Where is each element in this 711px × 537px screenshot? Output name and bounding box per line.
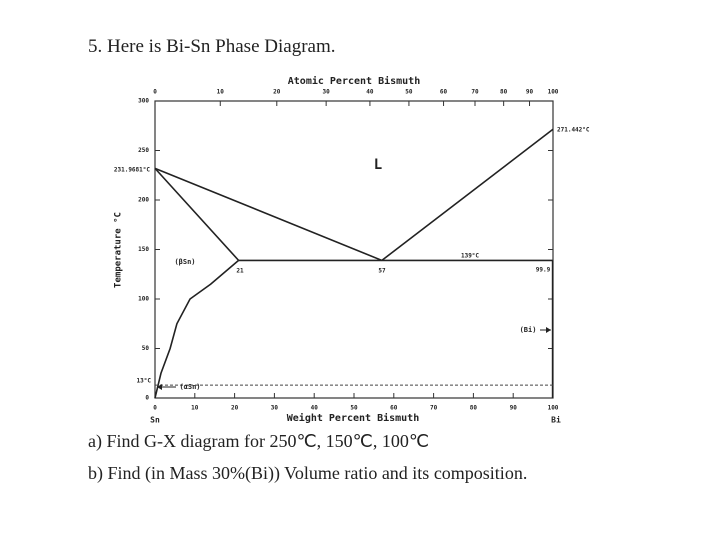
phase-label: (βSn) bbox=[174, 258, 195, 266]
top-tick-label: 50 bbox=[405, 89, 413, 96]
top-tick-label: 0 bbox=[153, 89, 157, 96]
phase-boundary bbox=[154, 167, 383, 262]
x-tick-label: 40 bbox=[311, 405, 319, 412]
x-tick-label: 10 bbox=[191, 405, 199, 412]
top-tick-label: 40 bbox=[366, 89, 374, 96]
axis-title: Temperature °C bbox=[114, 212, 124, 288]
annotation: 21 bbox=[236, 268, 244, 275]
x-tick-label: 100 bbox=[548, 405, 559, 412]
annotation: 271.442°C bbox=[557, 127, 590, 134]
arrow-head bbox=[546, 327, 551, 333]
top-tick-label: 10 bbox=[217, 89, 225, 96]
phase-label: (αSn) bbox=[179, 383, 200, 391]
y-tick-label: 200 bbox=[138, 197, 149, 204]
annotation: 99.9 bbox=[536, 267, 551, 274]
annotation: 57 bbox=[378, 268, 386, 275]
end-label: Sn bbox=[150, 416, 160, 425]
y-tick-label: 100 bbox=[138, 296, 149, 303]
top-tick-label: 60 bbox=[440, 89, 448, 96]
x-tick-label: 0 bbox=[153, 405, 157, 412]
x-tick-label: 80 bbox=[470, 405, 478, 412]
annotation: 139°C bbox=[461, 253, 479, 260]
axis-title: Weight Percent Bismuth bbox=[287, 412, 419, 424]
phase-label: L bbox=[374, 157, 382, 173]
x-tick-label: 70 bbox=[430, 405, 438, 412]
question: b) Find (in Mass 30%(Bi)) Volume ratio a… bbox=[88, 463, 528, 483]
top-tick-label: 70 bbox=[471, 89, 479, 96]
question: a) Find G-X diagram for 250℃, 150℃, 100℃ bbox=[88, 431, 430, 451]
y-tick-label: 300 bbox=[138, 98, 149, 105]
phase-boundary bbox=[154, 167, 240, 261]
top-tick-label: 100 bbox=[548, 89, 559, 96]
annotation: 231.9681°C bbox=[114, 167, 151, 174]
top-tick-label: 20 bbox=[273, 89, 281, 96]
phase-label: (Bi) bbox=[520, 326, 537, 334]
y-tick-label: 250 bbox=[138, 147, 149, 154]
phase-boundary bbox=[381, 128, 554, 262]
arrow-head bbox=[157, 384, 162, 390]
y-tick-label: 150 bbox=[138, 246, 149, 253]
top-tick-label: 80 bbox=[500, 89, 508, 96]
y-tick-label: 50 bbox=[142, 345, 150, 352]
annotation: 13°C bbox=[137, 378, 152, 385]
x-tick-label: 30 bbox=[271, 405, 279, 412]
x-tick-label: 50 bbox=[350, 405, 358, 412]
end-label: Bi bbox=[551, 415, 561, 425]
phase-boundary bbox=[154, 259, 240, 399]
y-tick-label: 0 bbox=[145, 395, 149, 402]
x-tick-label: 20 bbox=[231, 405, 239, 412]
x-tick-label: 60 bbox=[390, 405, 398, 412]
x-tick-label: 90 bbox=[510, 405, 518, 412]
axis-title: Atomic Percent Bismuth bbox=[288, 75, 420, 87]
top-tick-label: 90 bbox=[526, 89, 534, 96]
top-tick-label: 30 bbox=[323, 89, 331, 96]
title: 5. Here is Bi-Sn Phase Diagram. bbox=[88, 36, 336, 57]
